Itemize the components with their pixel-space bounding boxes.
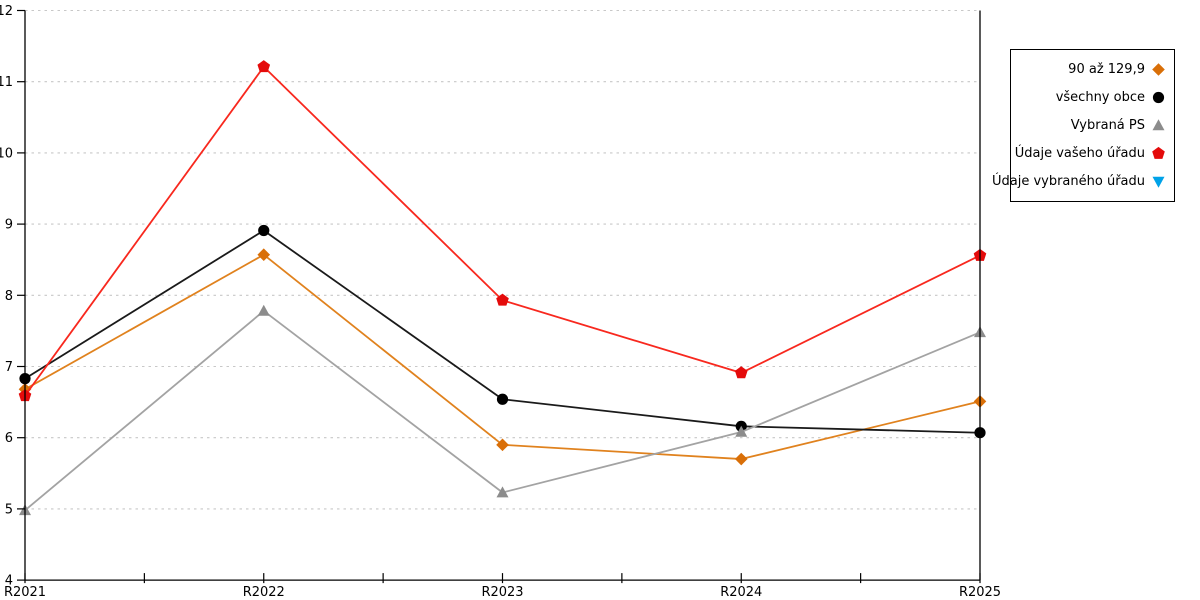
triangle-down-marker-icon	[1152, 177, 1165, 189]
data-point-marker	[734, 366, 748, 379]
data-point-marker	[257, 248, 271, 262]
x-tick-label: R2025	[959, 585, 1001, 600]
triangle-up-marker-shape	[1152, 119, 1165, 131]
legend-item: Údaje vašeho úřadu	[1015, 146, 1166, 161]
data-point-marker	[735, 425, 748, 437]
pentagon-marker-shape	[1152, 147, 1165, 160]
x-tick-label: R2024	[720, 585, 762, 600]
legend-item-label: 90 až 129,9	[1068, 61, 1145, 77]
data-point-marker	[257, 304, 270, 316]
triangle-up-marker-icon	[1152, 119, 1165, 131]
series-line	[24, 310, 981, 512]
y-tick-label: 7	[5, 360, 13, 375]
data-point-marker	[496, 393, 509, 405]
circle-marker-shape	[1152, 91, 1165, 103]
y-tick-label: 9	[5, 218, 13, 233]
legend-item-label: Údaje vašeho úřadu	[1014, 146, 1145, 162]
x-tick-label: R2023	[481, 585, 523, 600]
y-tick-label: 11	[0, 75, 13, 90]
pentagon-marker-icon	[1152, 147, 1165, 160]
data-point-marker	[258, 224, 270, 237]
legend-item-label: Vybraná PS	[1070, 117, 1145, 133]
y-tick-label: 12	[0, 4, 13, 19]
series-line	[24, 65, 981, 397]
data-point-marker	[496, 293, 509, 306]
diamond-marker-icon	[1152, 62, 1165, 76]
legend-item: Vybraná PS	[1015, 118, 1166, 133]
legend-item-label: Údaje vybraného úřadu	[991, 174, 1145, 190]
legend-item: všechny obce	[1015, 90, 1166, 105]
x-tick-label: R2022	[243, 585, 285, 600]
diamond-marker-shape	[1152, 62, 1165, 76]
y-tick-label: 6	[5, 431, 13, 446]
legend-item-label: všechny obce	[1055, 89, 1145, 105]
y-tick-label: 10	[0, 146, 13, 161]
data-point-marker	[496, 486, 509, 498]
data-point-marker	[496, 438, 509, 452]
x-tick-label: R2021	[4, 585, 46, 600]
data-point-marker	[734, 452, 748, 466]
legend-item: 90 až 129,9	[1015, 62, 1166, 77]
circle-marker-icon	[1152, 91, 1165, 103]
y-tick-label: 5	[5, 502, 13, 517]
data-point-marker	[257, 60, 271, 73]
chart-legend: 90 až 129,9 všechny obce Vybraná PS Údaje v…	[992, 49, 1175, 202]
triangle-down-marker-shape	[1152, 177, 1165, 189]
legend-item: Údaje vybraného úřadu	[992, 174, 1166, 189]
y-tick-label: 4	[5, 574, 13, 589]
y-tick-label: 8	[5, 289, 13, 304]
